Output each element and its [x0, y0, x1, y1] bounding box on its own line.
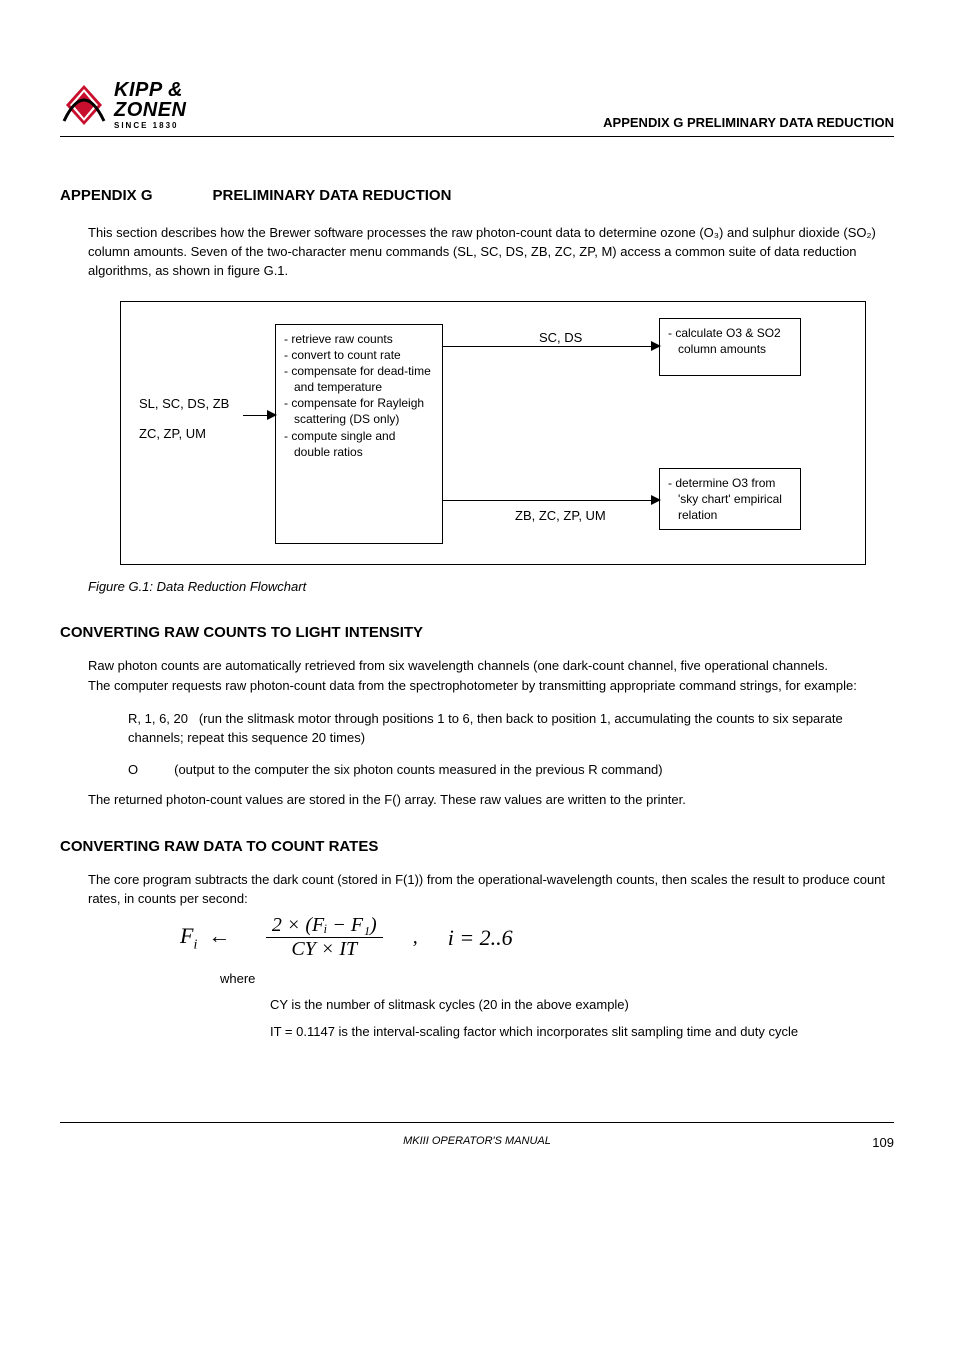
- where-it: IT = 0.1147 is the interval-scaling fact…: [270, 1023, 820, 1042]
- command-o: O (output to the computer the six photon…: [128, 762, 894, 777]
- flowchart-item: - determine O3 from 'sky chart' empirica…: [668, 475, 792, 524]
- flow-line-bot: [443, 500, 659, 501]
- flow-bot-label: ZB, ZC, ZP, UM: [515, 508, 606, 523]
- logo: KIPP & ZONEN SINCE 1830: [60, 80, 187, 130]
- formula-range: i = 2..6: [448, 925, 513, 951]
- cmd-r-desc: (run the slitmask motor through position…: [128, 711, 843, 745]
- running-title: APPENDIX G PRELIMINARY DATA REDUCTION: [603, 115, 894, 130]
- section2-p3: The returned photon-count values are sto…: [88, 791, 894, 810]
- logo-line2: ZONEN: [114, 100, 187, 120]
- flowchart-item: - calculate O3 & SO2 column amounts: [668, 325, 792, 357]
- appendix-heading: APPENDIX G PRELIMINARY DATA REDUCTION: [60, 187, 894, 204]
- appendix-label: APPENDIX G: [60, 187, 153, 204]
- section2-title: CONVERTING RAW COUNTS TO LIGHT INTENSITY: [60, 624, 894, 641]
- logo-line3: SINCE 1830: [114, 122, 187, 130]
- flowchart-item: - compensate for dead-time and temperatu…: [284, 363, 434, 395]
- cmd-o-desc: (output to the computer the six photon c…: [174, 762, 662, 777]
- figure-caption: Figure G.1: Data Reduction Flowchart: [88, 579, 894, 594]
- section3-p1: The core program subtracts the dark coun…: [88, 871, 894, 909]
- logo-text: KIPP & ZONEN SINCE 1830: [114, 80, 187, 130]
- formula-lhs-var: F: [180, 923, 193, 948]
- formula-den: CY × IT: [285, 938, 363, 961]
- cmd-o-label: O: [128, 762, 138, 777]
- flowchart-item: - convert to count rate: [284, 347, 434, 363]
- flowchart-container: SL, SC, DS, ZB ZC, ZP, UM - retrieve raw c…: [120, 301, 866, 565]
- footer-page: 109: [872, 1135, 894, 1150]
- flow-arrow-in: [267, 410, 277, 420]
- flow-left-label-1: SL, SC, DS, ZB: [139, 396, 229, 411]
- footer-title: MKIII OPERATOR'S MANUAL: [403, 1135, 551, 1147]
- flow-arrow-bot: [651, 495, 661, 505]
- appendix-title: PRELIMINARY DATA REDUCTION: [213, 187, 452, 204]
- flow-top-label: SC, DS: [539, 330, 582, 345]
- formula-fraction: 2 × (Fᵢ − F₁) CY × IT: [266, 914, 383, 961]
- flowchart: SL, SC, DS, ZB ZC, ZP, UM - retrieve raw c…: [139, 318, 847, 548]
- formula: Fi ← 2 × (Fᵢ − F₁) CY × IT , i = 2..6: [180, 914, 894, 961]
- where-label: where: [220, 971, 894, 986]
- formula-lhs: Fi ←: [180, 923, 236, 953]
- flow-line-top: [443, 346, 659, 347]
- intro-paragraph: This section describes how the Brewer so…: [88, 224, 894, 281]
- flowchart-item: - retrieve raw counts: [284, 331, 434, 347]
- section2-p1: Raw photon counts are automatically retr…: [88, 657, 894, 676]
- flow-center-box: - retrieve raw counts- convert to count …: [275, 324, 443, 544]
- formula-num: 2 × (Fᵢ − F₁): [266, 914, 383, 938]
- section3-title: CONVERTING RAW DATA TO COUNT RATES: [60, 838, 894, 855]
- page-header: KIPP & ZONEN SINCE 1830 APPENDIX G PRELI…: [60, 80, 894, 137]
- logo-icon: [60, 83, 108, 127]
- where-cy: CY is the number of slitmask cycles (20 …: [270, 996, 820, 1015]
- flow-right-box-1: - calculate O3 & SO2 column amounts: [659, 318, 801, 376]
- logo-line1: KIPP &: [114, 80, 187, 100]
- command-r: R, 1, 6, 20 (run the slitmask motor thro…: [128, 710, 894, 748]
- flow-left-label-2: ZC, ZP, UM: [139, 426, 206, 441]
- flow-right-box-2: - determine O3 from 'sky chart' empirica…: [659, 468, 801, 531]
- flow-arrow-top: [651, 341, 661, 351]
- flowchart-item: - compute single and double ratios: [284, 428, 434, 460]
- flowchart-item: - compensate for Rayleigh scattering (DS…: [284, 395, 434, 427]
- page-footer: MKIII OPERATOR'S MANUAL 109: [60, 1122, 894, 1147]
- cmd-r-label: R, 1, 6, 20: [128, 711, 188, 726]
- section2-p2: The computer requests raw photon-count d…: [88, 677, 894, 696]
- formula-lhs-sub: i: [193, 937, 197, 952]
